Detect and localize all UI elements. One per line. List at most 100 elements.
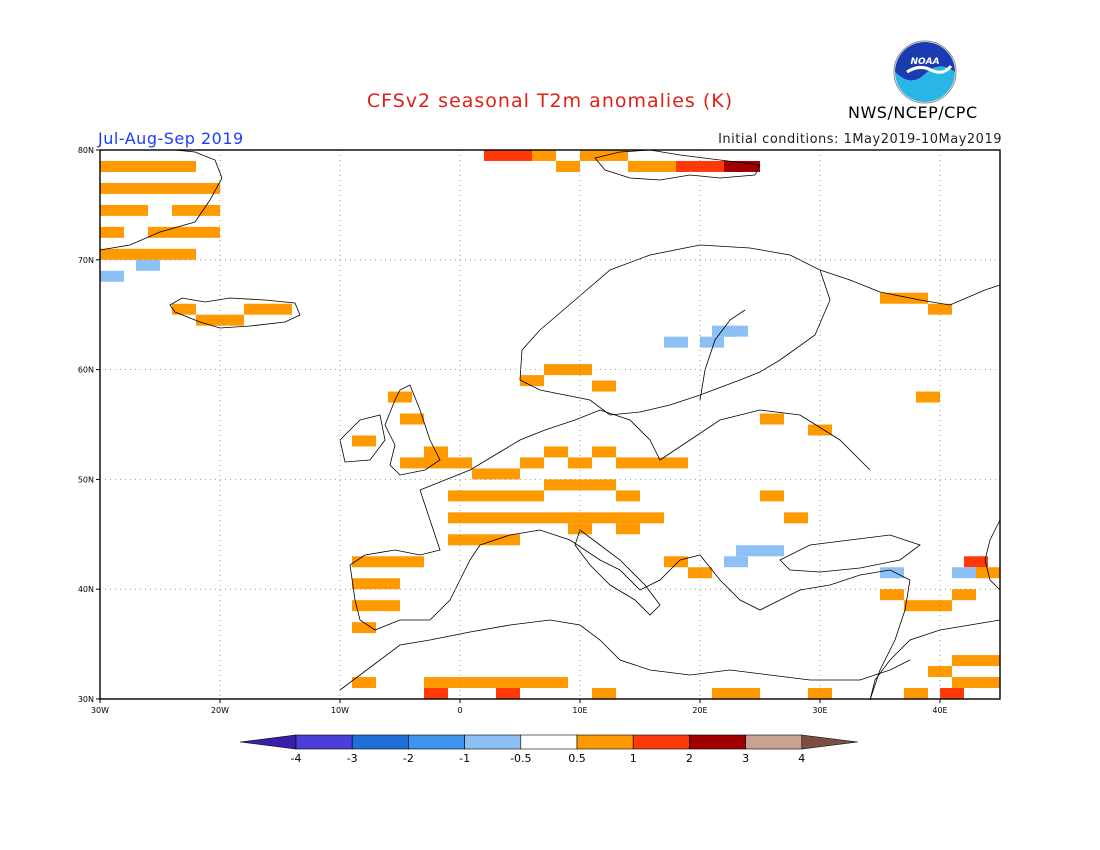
colorbar-bin — [464, 734, 522, 750]
lat-label: 80N — [78, 146, 94, 155]
anomaly-cell — [880, 292, 904, 304]
anomaly-cell — [916, 391, 940, 403]
anomaly-cell — [952, 589, 976, 601]
anomaly-cell — [712, 688, 736, 699]
anomaly-cell — [520, 677, 544, 689]
anomaly-cell — [952, 677, 976, 689]
coastlines — [99, 149, 1001, 701]
anomaly-cell — [352, 600, 376, 612]
anomaly-cell — [136, 259, 160, 271]
anomaly-cell — [148, 248, 172, 260]
anomaly-cell — [124, 248, 148, 260]
anomaly-cell — [544, 479, 568, 491]
lon-label: 10W — [331, 706, 349, 715]
anomaly-cell — [400, 457, 424, 469]
anomaly-cell — [472, 534, 496, 546]
anomaly-cell — [376, 600, 400, 612]
anomaly-cell — [664, 336, 688, 348]
anomaly-cell — [424, 677, 448, 689]
anomaly-cell — [352, 556, 376, 568]
anomaly-cell — [520, 457, 544, 469]
anomaly-cell — [532, 150, 556, 161]
initial-conditions: Initial conditions: 1May2019-10May2019 — [718, 132, 1002, 147]
anomaly-cell — [928, 303, 952, 315]
anomaly-cell — [568, 512, 592, 524]
anomaly-cell — [568, 457, 592, 469]
colorbar-bin — [239, 734, 297, 750]
anomaly-cell — [172, 226, 196, 238]
anomaly-cell — [520, 512, 544, 524]
anomaly-cell — [880, 567, 904, 579]
anomaly-cell — [808, 424, 832, 436]
anomaly-cell — [424, 688, 448, 699]
anomaly-cell — [400, 556, 424, 568]
anomaly-cell — [100, 248, 124, 260]
anomaly-cell — [172, 160, 196, 172]
noaa-logo: NOAA — [893, 40, 957, 104]
anomaly-cell — [904, 688, 928, 699]
anomaly-cell — [628, 160, 652, 172]
anomaly-cell — [352, 578, 376, 590]
colorbar-tick-label: 4 — [798, 752, 805, 765]
anomaly-cell — [100, 204, 124, 216]
anomaly-cell — [568, 523, 592, 535]
anomaly-cell — [568, 479, 592, 491]
colorbar-tick-label: -2 — [403, 752, 414, 765]
anomaly-cell — [400, 413, 424, 425]
anomaly-cell — [268, 303, 292, 315]
anomaly-cell — [352, 677, 376, 689]
anomaly-cell — [124, 160, 148, 172]
anomaly-cell — [388, 391, 412, 403]
anomaly-cell — [220, 314, 244, 326]
anomaly-cell — [196, 226, 220, 238]
anomaly-cell — [196, 314, 220, 326]
lat-label: 70N — [78, 256, 94, 265]
anomaly-cell — [592, 380, 616, 392]
anomaly-cell — [448, 512, 472, 524]
anomaly-cell — [520, 490, 544, 502]
anomaly-cell — [472, 677, 496, 689]
anomaly-cell — [544, 446, 568, 458]
anomaly-cell — [604, 150, 628, 161]
lon-label: 40E — [932, 706, 947, 715]
anomaly-cell — [484, 150, 508, 161]
anomaly-cell — [904, 600, 928, 612]
colorbar-tick-label: 2 — [686, 752, 693, 765]
anomaly-cell — [100, 182, 124, 194]
anomaly-cell — [976, 677, 1000, 689]
anomaly-cell — [652, 160, 676, 172]
lat-label: 60N — [78, 366, 94, 375]
anomaly-cell — [556, 160, 580, 172]
anomaly-cell — [244, 303, 268, 315]
anomaly-cell — [760, 413, 784, 425]
anomaly-cell — [448, 677, 472, 689]
colorbar-bin — [801, 734, 858, 750]
anomaly-cell — [148, 160, 172, 172]
anomaly-cell — [172, 182, 196, 194]
colorbar-tick-label: -4 — [291, 752, 302, 765]
anomaly-cell — [496, 512, 520, 524]
colorbar-tick-label: 0.5 — [568, 752, 586, 765]
anomaly-cell — [172, 303, 196, 315]
anomaly-cell — [616, 490, 640, 502]
colorbar-bin — [689, 734, 746, 750]
anomaly-cell — [616, 523, 640, 535]
anomaly-cell — [496, 534, 520, 546]
anomaly-cell — [616, 512, 640, 524]
anomaly-cell — [544, 512, 568, 524]
colorbar-bin — [351, 734, 409, 750]
anomaly-cell — [448, 534, 472, 546]
lon-label: 10E — [572, 706, 587, 715]
lon-label: 20E — [692, 706, 707, 715]
anomaly-cell — [376, 578, 400, 590]
anomaly-cell — [100, 160, 124, 172]
logo-text: NOAA — [910, 57, 939, 67]
colorbar-tick-label: -0.5 — [510, 752, 531, 765]
anomaly-cell — [736, 545, 760, 557]
anomaly-cell — [172, 248, 196, 260]
anomaly-cell — [472, 468, 496, 480]
longitude-labels: 30W 20W 10W 0 10E 20E 30E 40E — [91, 699, 948, 715]
anomaly-cells — [100, 150, 1000, 699]
anomaly-cell — [736, 688, 760, 699]
